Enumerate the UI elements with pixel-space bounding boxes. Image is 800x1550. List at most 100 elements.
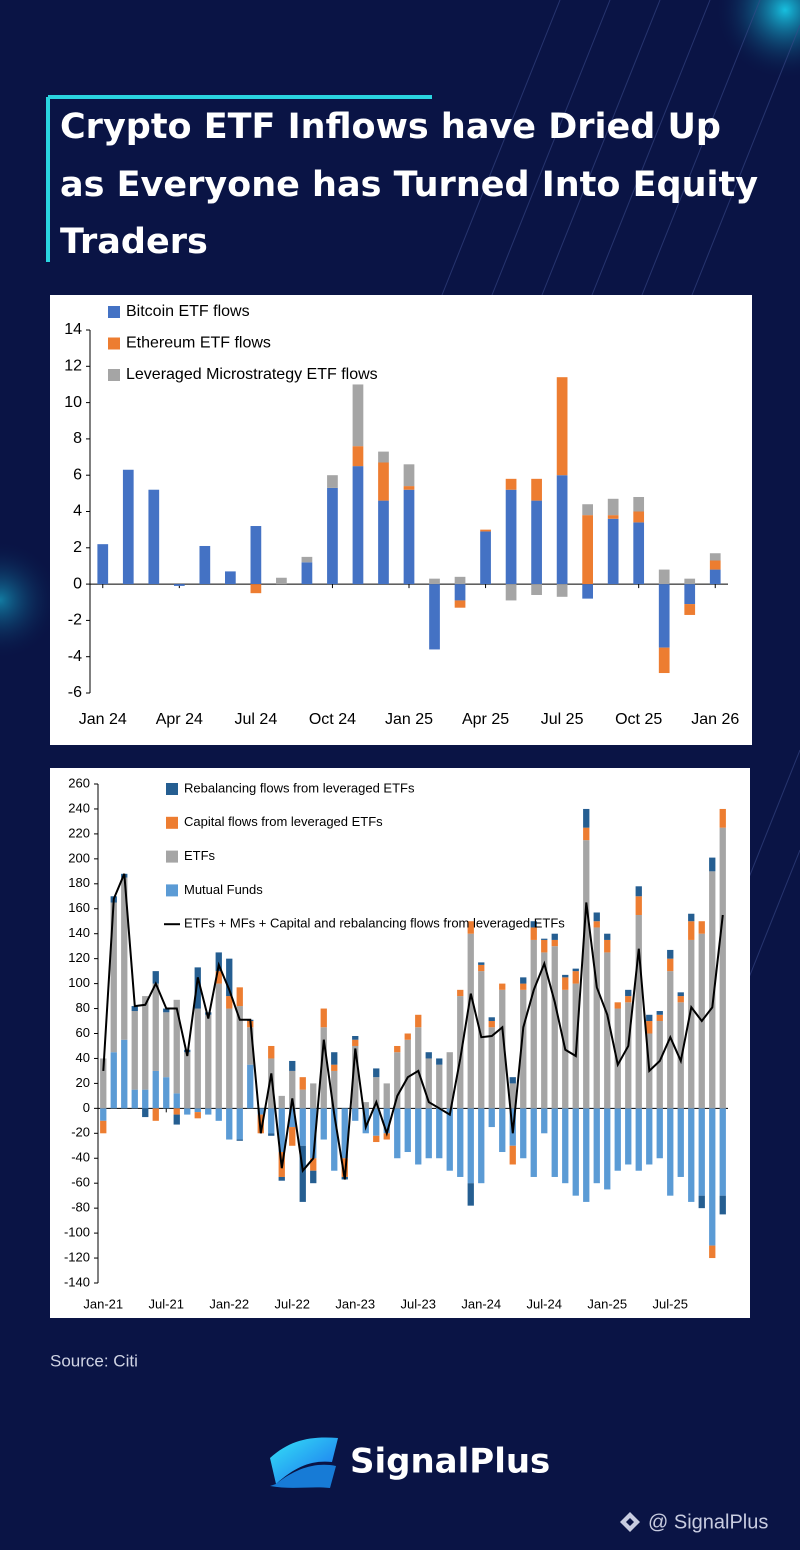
bar-segment (436, 1064, 443, 1109)
bar-segment (173, 999, 180, 1094)
bar-segment (505, 489, 517, 585)
bar-segment (454, 600, 466, 608)
glow (0, 540, 60, 660)
bar-segment (226, 996, 233, 1009)
bar-segment (454, 584, 466, 601)
bar-segment (604, 952, 611, 1109)
y-tick-label: -6 (68, 684, 82, 701)
bar-segment (709, 560, 721, 570)
watermark-icon (620, 1512, 640, 1532)
bar-segment (531, 500, 542, 585)
bar-segment (530, 927, 537, 940)
bar-segment (541, 1108, 548, 1134)
bar-segment (425, 1058, 432, 1109)
bar-segment (607, 518, 619, 585)
bar-segment (583, 808, 590, 828)
bar-segment (205, 1014, 212, 1109)
y-tick-label: 180 (68, 875, 90, 890)
x-tick-label: Jul-25 (653, 1296, 688, 1311)
bar-segment (604, 933, 611, 940)
y-tick-label: 14 (64, 321, 82, 338)
bar-segment (480, 529, 491, 532)
bar-segment (454, 576, 466, 585)
x-tick-label: Apr 25 (462, 711, 509, 728)
bar-segment (362, 1102, 369, 1109)
bar-segment (163, 1077, 170, 1109)
bar-segment (236, 987, 243, 1007)
bar-segment (331, 1108, 338, 1171)
bar-segment (625, 1002, 632, 1109)
bar-segment (331, 1070, 338, 1109)
bar-segment (684, 584, 696, 605)
bar-segment (436, 1058, 443, 1065)
bar-segment (633, 496, 645, 512)
bar-segment (531, 478, 542, 501)
bar-segment (488, 1021, 495, 1028)
bar-segment (301, 556, 313, 563)
bar-segment (625, 989, 632, 997)
bar-segment (429, 578, 440, 585)
bar-segment (658, 569, 670, 585)
bar-segment (404, 1108, 411, 1153)
bar-segment (378, 500, 389, 585)
bar-segment (148, 489, 160, 585)
y-tick-label: 0 (83, 1100, 90, 1115)
bar-segment (719, 1108, 726, 1196)
bar-segment (658, 584, 670, 648)
bar-segment (378, 451, 389, 463)
bar-segment (467, 933, 474, 1109)
bar-segment (276, 577, 287, 585)
bar-segment (551, 946, 558, 1109)
bar-segment (688, 939, 695, 1109)
legend-swatch (166, 850, 178, 863)
bar-segment (488, 1027, 495, 1109)
bar-segment (194, 1108, 201, 1113)
bar-segment (467, 1108, 474, 1184)
x-tick-label: Jan 25 (385, 711, 433, 728)
y-tick-label: 80 (76, 1000, 90, 1015)
bar-segment (505, 478, 517, 490)
bar-segment (310, 1083, 317, 1109)
bar-segment (556, 584, 568, 597)
bar-segment (373, 1068, 380, 1078)
bar-segment (97, 544, 109, 585)
bar-segment (698, 1108, 705, 1196)
legend-swatch (166, 816, 178, 829)
bar-segment (541, 939, 548, 953)
bar-segment (709, 553, 721, 561)
bar-segment (341, 1158, 348, 1177)
y-tick-label: -60 (71, 1175, 90, 1190)
bar-segment (268, 1133, 275, 1136)
bar-segment (310, 1170, 317, 1184)
bar-segment (520, 977, 527, 984)
bar-segment (327, 487, 338, 585)
bar-segment (122, 469, 134, 585)
bar-segment (110, 1052, 117, 1109)
bar-segment (225, 571, 236, 585)
bar-segment (215, 983, 222, 1109)
bar-segment (194, 1112, 201, 1119)
bar-segment (467, 1183, 474, 1206)
bar-segment (131, 1089, 138, 1109)
y-tick-label: 20 (76, 1075, 90, 1090)
bar-segment (378, 462, 389, 501)
x-tick-label: Jan 26 (691, 711, 739, 728)
bar-segment (320, 1008, 327, 1028)
bar-segment (394, 1052, 401, 1109)
bar-segment (709, 569, 721, 585)
bar-segment (100, 1108, 107, 1121)
x-tick-label: Oct 25 (615, 711, 662, 728)
bar-segment (709, 1108, 716, 1246)
bar-segment (499, 1108, 506, 1153)
y-tick-label: -140 (64, 1274, 90, 1289)
bar-segment (614, 1108, 621, 1171)
bar-segment (142, 1108, 149, 1118)
bar-segment (173, 1114, 180, 1125)
bar-segment (131, 1011, 138, 1090)
bar-segment (415, 1014, 422, 1028)
y-tick-label: 260 (68, 775, 90, 790)
bar-segment (541, 952, 548, 1109)
bar-segment (331, 1052, 338, 1065)
x-tick-label: Jul-21 (149, 1296, 184, 1311)
